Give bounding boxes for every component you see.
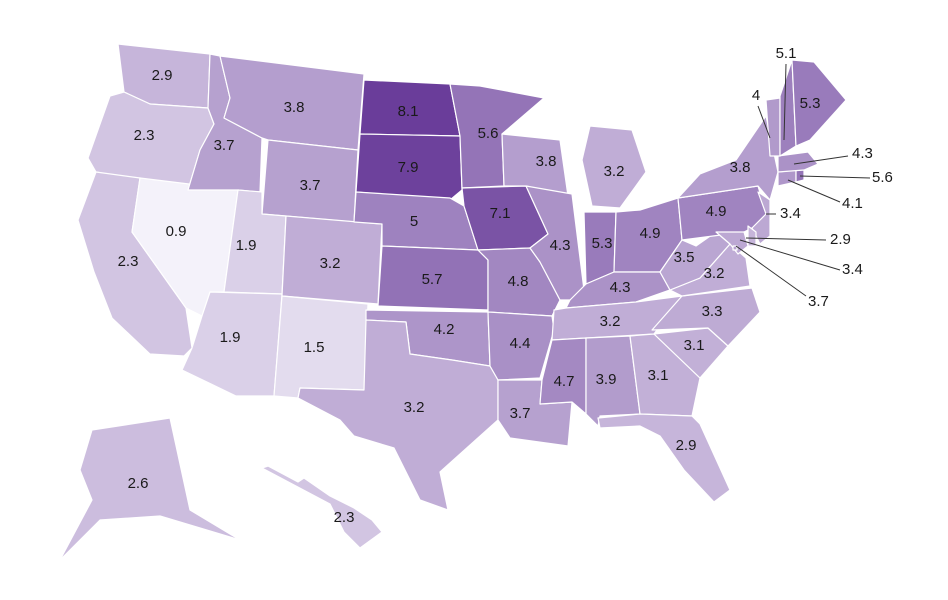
label-AK: 2.6	[128, 475, 149, 492]
label-OR: 2.3	[134, 127, 155, 144]
leader-dc	[735, 245, 807, 297]
label-VT: 4	[752, 87, 760, 104]
label-NM: 1.5	[304, 339, 325, 356]
label-TX: 3.2	[404, 399, 425, 416]
label-GA: 3.1	[648, 367, 669, 384]
state-AK[interactable]	[59, 417, 241, 561]
label-FL: 2.9	[676, 437, 697, 454]
label-LA: 3.7	[510, 405, 531, 422]
leader-ma	[793, 155, 849, 165]
label-NJ: 3.4	[780, 205, 801, 222]
state-GA[interactable]	[629, 333, 701, 417]
label-AL: 3.9	[596, 371, 617, 388]
state-ME[interactable]	[791, 59, 847, 147]
state-AR[interactable]	[487, 311, 555, 381]
label-KS: 5.7	[422, 271, 443, 288]
label-DE: 2.9	[830, 231, 851, 248]
label-WV: 3.5	[674, 249, 695, 266]
state-MA[interactable]	[777, 151, 819, 173]
state-CT[interactable]	[777, 169, 797, 187]
label-MO: 4.8	[508, 273, 529, 290]
leader-nh	[783, 63, 787, 141]
label-NE: 5	[410, 213, 418, 230]
label-NH: 5.1	[776, 45, 797, 62]
label-CT: 4.1	[842, 195, 863, 212]
label-MA: 4.3	[852, 145, 873, 162]
state-DE[interactable]	[747, 225, 757, 247]
label-WY: 3.7	[300, 177, 321, 194]
label-VA: 3.2	[704, 265, 725, 282]
label-UT: 1.9	[236, 237, 257, 254]
leader-de	[745, 237, 827, 241]
label-SC: 3.1	[684, 337, 705, 354]
state-DC[interactable]	[732, 245, 738, 251]
label-NY: 3.8	[730, 159, 751, 176]
label-DC: 3.7	[808, 293, 829, 310]
value-labels: 2.9 2.3 2.3 0.9 3.7 3.8 3.7 1.9 1.9 3.2 …	[118, 45, 893, 526]
state-FL[interactable]	[597, 413, 731, 503]
state-SD[interactable]	[355, 133, 463, 201]
leader-vt	[757, 105, 771, 139]
leader-ri	[799, 175, 871, 179]
label-PA: 4.9	[706, 203, 727, 220]
label-ID: 3.7	[214, 137, 235, 154]
leader-ct	[787, 179, 841, 203]
leader-md	[739, 239, 841, 271]
label-TN: 3.2	[600, 313, 621, 330]
label-AZ: 1.9	[220, 329, 241, 346]
label-WA: 2.9	[152, 67, 173, 84]
label-OH: 4.9	[640, 225, 661, 242]
label-MI: 3.2	[604, 163, 625, 180]
state-NY[interactable]	[677, 115, 779, 201]
label-MS: 4.7	[554, 373, 575, 390]
label-CA: 2.3	[118, 253, 139, 270]
label-SD: 7.9	[398, 159, 419, 176]
state-MI[interactable]	[581, 125, 647, 209]
label-MT: 3.8	[284, 99, 305, 116]
label-MD: 3.4	[842, 261, 863, 278]
state-HI[interactable]	[261, 465, 383, 549]
state-TX[interactable]	[297, 319, 499, 511]
label-IL: 4.3	[550, 237, 571, 254]
label-NV: 0.9	[166, 223, 187, 240]
label-IN: 5.3	[592, 235, 613, 252]
label-AR: 4.4	[510, 335, 531, 352]
label-ME: 5.3	[800, 95, 821, 112]
label-ND: 8.1	[398, 103, 419, 120]
label-CO: 3.2	[320, 255, 341, 272]
label-IA: 7.1	[490, 205, 511, 222]
label-KY: 4.3	[610, 279, 631, 296]
state-IL[interactable]	[525, 185, 585, 301]
label-MN: 5.6	[478, 125, 499, 142]
label-HI: 2.3	[334, 509, 355, 526]
label-NC: 3.3	[702, 303, 723, 320]
label-RI: 5.6	[872, 169, 893, 186]
label-OK: 4.2	[434, 321, 455, 338]
label-WI: 3.8	[536, 153, 557, 170]
state-shapes	[59, 43, 847, 561]
leader-lines	[735, 63, 871, 297]
